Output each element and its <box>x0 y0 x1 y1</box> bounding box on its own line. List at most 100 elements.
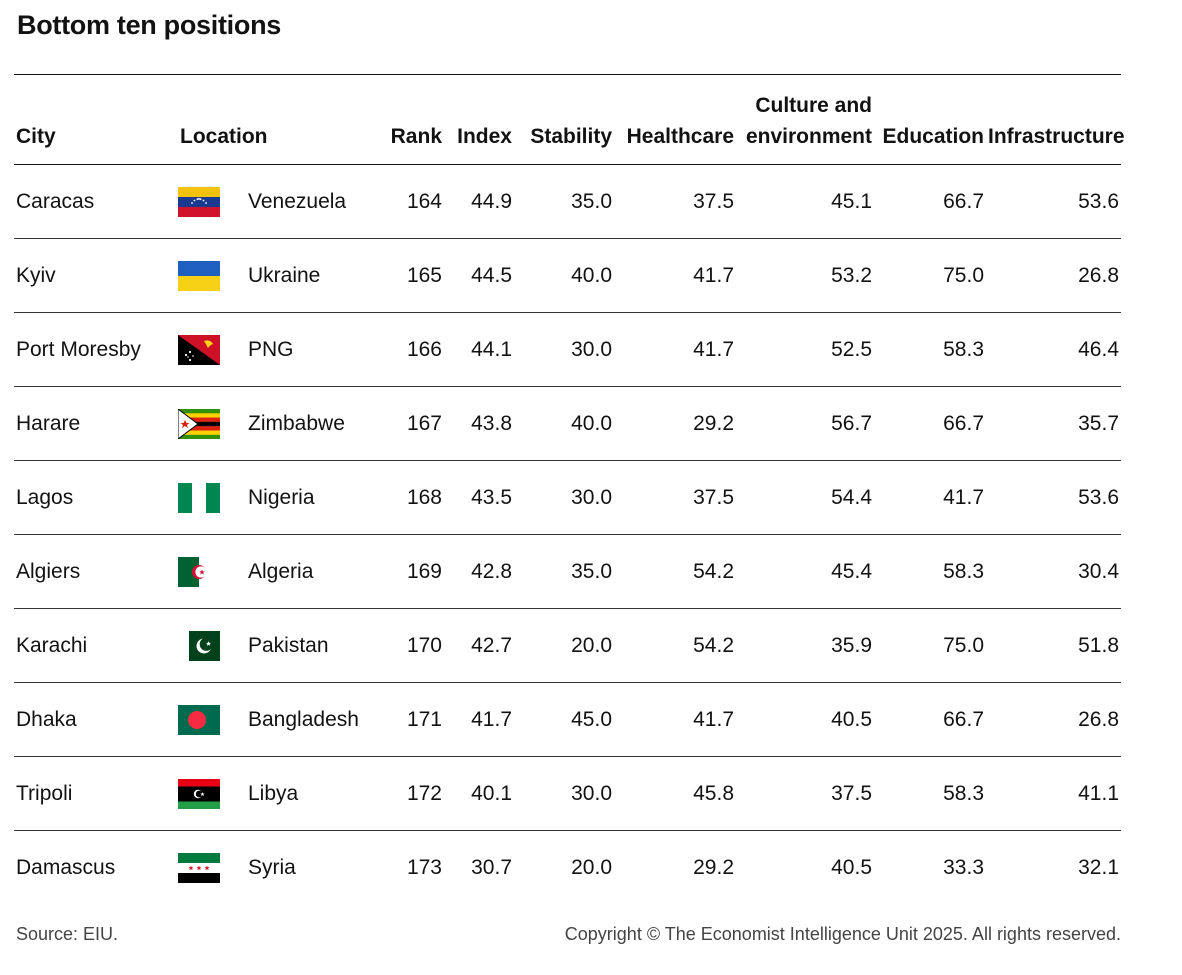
stability-cell: 20.0 <box>514 608 614 683</box>
table-row: Lagos Nigeria 168 43.5 30.0 37.5 54.4 41.7 53.6 <box>14 460 1121 535</box>
infrastructure-cell: 53.6 <box>986 460 1121 535</box>
stability-cell: 30.0 <box>514 460 614 535</box>
table-title: Bottom ten positions <box>17 10 281 40</box>
country-name: Nigeria <box>248 485 315 509</box>
country-name: Syria <box>248 855 296 879</box>
healthcare-cell: 54.2 <box>614 608 736 683</box>
index-cell: 30.7 <box>471 855 512 879</box>
col-header-stability[interactable]: Stability <box>514 90 614 165</box>
index-cell: 41.7 <box>444 682 514 757</box>
flag-pakistan-icon <box>178 630 220 661</box>
rank-cell: 170 <box>376 608 444 683</box>
rank-cell: 164 <box>376 164 444 239</box>
table-row: Harare Zimbabwe 167 43.8 40.0 29.2 56.7 66.7 35.… <box>14 386 1121 461</box>
country-name: Algeria <box>248 559 314 583</box>
country-name: Zimbabwe <box>248 411 345 435</box>
rank-cell: 167 <box>376 386 444 461</box>
culture-cell: 52.5 <box>736 312 874 387</box>
culture-cell: 56.7 <box>736 386 874 461</box>
table-row: Tripoli Libya 172 40.1 30.0 45.8 37.5 58.3 41.1 <box>14 756 1121 831</box>
stability-cell: 30.0 <box>514 756 614 831</box>
stability-cell: 40.0 <box>514 238 614 313</box>
index-cell: 44.9 <box>444 164 514 239</box>
col-header-culture[interactable]: Culture and environment <box>736 90 874 165</box>
healthcare-cell: 41.7 <box>614 682 736 757</box>
flag-png-icon <box>178 334 220 365</box>
infrastructure-cell: 35.7 <box>986 386 1121 461</box>
index-cell: 43.8 <box>444 386 514 461</box>
index-cell: 42.8 <box>444 534 514 609</box>
header-row: City Location Rank Index Stability Healt… <box>14 90 1125 165</box>
country-name: Libya <box>248 781 299 805</box>
country-name: Venezuela <box>248 189 347 213</box>
stability-cell: 20.0 <box>571 855 612 879</box>
col-header-infrastructure[interactable]: Infrastructure <box>986 90 1125 165</box>
infrastructure-cell: 41.1 <box>986 756 1121 831</box>
flag-venezuela-icon <box>178 186 220 217</box>
location-cell: Venezuela <box>178 164 376 239</box>
table-row: Damascus Syria 173 30.7 20.0 29.2 40.5 33.3 32.1 <box>14 831 1121 905</box>
stability-cell: 35.0 <box>514 164 614 239</box>
col-header-rank[interactable]: Rank <box>376 90 444 165</box>
stability-cell: 40.0 <box>514 386 614 461</box>
education-cell: 75.0 <box>874 608 986 683</box>
culture-cell: 40.5 <box>831 855 872 879</box>
infrastructure-cell: 30.4 <box>986 534 1121 609</box>
rank-cell: 168 <box>376 460 444 535</box>
location-cell: Libya <box>178 756 376 831</box>
col-header-healthcare[interactable]: Healthcare <box>614 90 736 165</box>
location-cell: PNG <box>178 312 376 387</box>
culture-cell: 35.9 <box>736 608 874 683</box>
city-cell: Kyiv <box>14 238 178 313</box>
culture-cell: 54.4 <box>736 460 874 535</box>
flag-zimbabwe-icon <box>177 407 220 440</box>
index-cell: 43.5 <box>444 460 514 535</box>
flag-nigeria-icon <box>178 482 220 513</box>
stability-cell: 45.0 <box>514 682 614 757</box>
col-header-location[interactable]: Location <box>178 90 376 165</box>
rank-cell: 165 <box>376 238 444 313</box>
education-cell: 66.7 <box>874 164 986 239</box>
table-row: Caracas Venezuela 164 44.9 35.0 37.5 45.1 66.7 5… <box>14 164 1121 239</box>
table-row: Dhaka Bangladesh 171 41.7 45.0 41.7 40.5 66.7 26… <box>14 682 1121 757</box>
flag-ukraine-icon <box>178 260 220 291</box>
education-cell: 58.3 <box>874 534 986 609</box>
col-header-culture-line1: Culture and <box>755 94 872 117</box>
top-rule <box>14 74 1121 75</box>
education-cell: 75.0 <box>874 238 986 313</box>
index-cell: 44.1 <box>444 312 514 387</box>
city-cell: Harare <box>14 386 178 461</box>
flag-libya-icon <box>178 778 220 809</box>
location-cell: Algeria <box>178 534 376 609</box>
bottom-ten-table: City Location Rank Index Stability Healt… <box>14 90 1125 905</box>
col-header-education[interactable]: Education <box>874 90 986 165</box>
education-cell: 66.7 <box>874 386 986 461</box>
location-cell: Ukraine <box>178 238 376 313</box>
table-row: Algiers Algeria 169 42.8 35.0 54.2 45.4 58.3 30.… <box>14 534 1121 609</box>
education-cell: 58.3 <box>874 756 986 831</box>
culture-cell: 45.1 <box>736 164 874 239</box>
rank-cell: 173 <box>406 855 442 879</box>
culture-cell: 45.4 <box>736 534 874 609</box>
infrastructure-cell: 53.6 <box>986 164 1121 239</box>
rank-cell: 171 <box>376 682 444 757</box>
table-row: Karachi Pakistan 170 42.7 20.0 54.2 35.9 75.0 51… <box>14 608 1121 683</box>
col-header-index[interactable]: Index <box>444 90 514 165</box>
flag-bangladesh-icon <box>178 704 220 735</box>
education-cell: 41.7 <box>874 460 986 535</box>
city-cell: Port Moresby <box>14 312 178 387</box>
col-header-city[interactable]: City <box>14 90 178 165</box>
healthcare-cell: 29.2 <box>693 855 734 879</box>
infrastructure-cell: 46.4 <box>986 312 1121 387</box>
index-cell: 42.7 <box>444 608 514 683</box>
stability-cell: 30.0 <box>514 312 614 387</box>
city-cell: Caracas <box>14 164 178 239</box>
table-row: Port Moresby PNG 166 44.1 30.0 41.7 52.5 58.3 46… <box>14 312 1121 387</box>
healthcare-cell: 54.2 <box>614 534 736 609</box>
healthcare-cell: 41.7 <box>614 238 736 313</box>
location-cell: Pakistan <box>178 608 376 683</box>
location-cell: Nigeria <box>178 460 376 535</box>
education-cell: 58.3 <box>874 312 986 387</box>
healthcare-cell: 45.8 <box>614 756 736 831</box>
country-name: Pakistan <box>248 633 329 657</box>
